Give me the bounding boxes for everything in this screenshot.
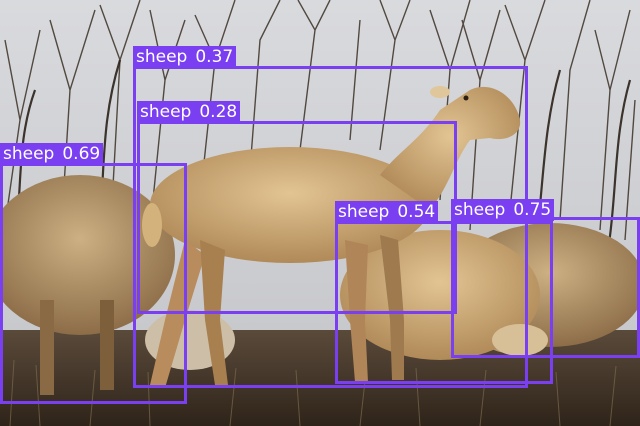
confidence-score: 0.37 bbox=[195, 47, 234, 67]
confidence-score: 0.54 bbox=[397, 202, 436, 222]
class-name: sheep bbox=[454, 200, 506, 220]
detection-label-4: sheep 0.54 bbox=[335, 201, 439, 223]
class-name: sheep bbox=[136, 47, 188, 67]
detection-label-5: sheep 0.75 bbox=[451, 199, 555, 221]
bare-shrubs bbox=[0, 0, 636, 261]
detection-label-2: sheep 0.28 bbox=[137, 101, 241, 123]
confidence-score: 0.75 bbox=[513, 200, 552, 220]
class-name: sheep bbox=[140, 102, 192, 122]
confidence-score: 0.28 bbox=[199, 102, 238, 122]
left-sheep bbox=[0, 175, 175, 395]
detection-label-3: sheep 0.69 bbox=[0, 143, 104, 165]
detection-label-1: sheep 0.37 bbox=[133, 46, 237, 68]
class-name: sheep bbox=[3, 144, 55, 164]
confidence-score: 0.69 bbox=[62, 144, 101, 164]
class-name: sheep bbox=[338, 202, 390, 222]
